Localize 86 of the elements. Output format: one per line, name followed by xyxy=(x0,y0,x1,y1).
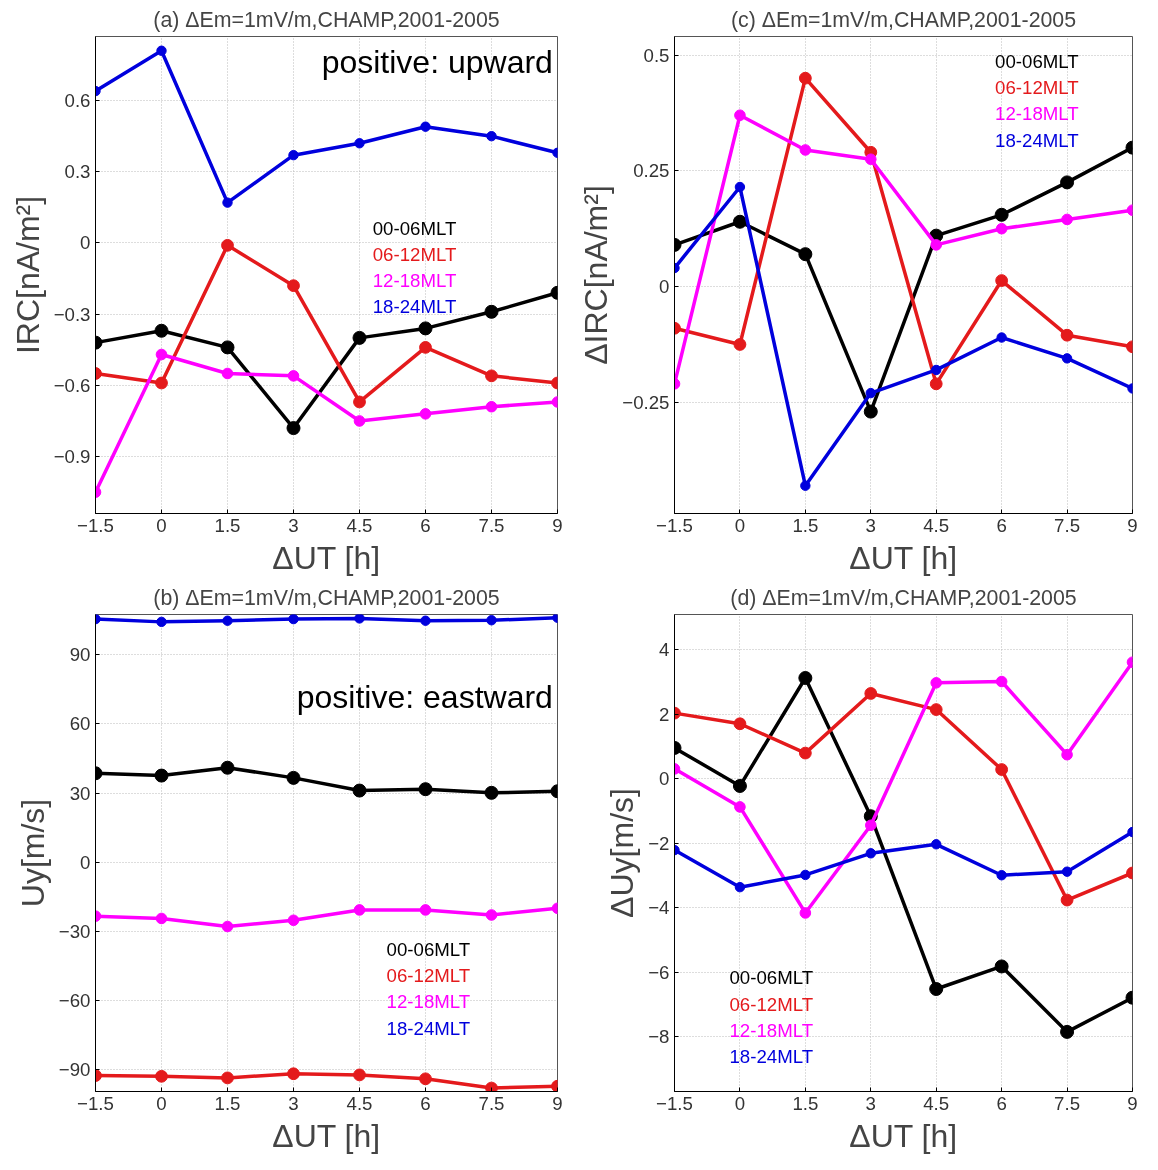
x-tick-label: 6 xyxy=(996,1092,1007,1114)
x-tick-label: −1.5 xyxy=(656,1092,693,1114)
annotation: positive: eastward xyxy=(296,678,553,715)
y-tick-label: −0.25 xyxy=(622,391,670,413)
text: 12-18MLT xyxy=(386,991,471,1013)
text: 06-12MLT xyxy=(995,77,1079,99)
x-tick-label: 0 xyxy=(734,1092,746,1114)
y-tick-label: −0.9 xyxy=(53,446,91,468)
x-tick-label: 1.5 xyxy=(214,514,241,536)
x-tick-label: 3 xyxy=(865,1092,876,1114)
x-tick-label: 6 xyxy=(996,514,1007,536)
y-tick-label: 0 xyxy=(659,768,670,790)
x-tick-label: 4.5 xyxy=(346,1092,373,1114)
x-tick-label: 6 xyxy=(420,514,431,536)
x-tick-label: 0 xyxy=(734,514,746,536)
x-axis-title: ΔUT [h] xyxy=(272,1117,381,1154)
y-tick-label: 2 xyxy=(659,703,670,725)
x-tick-label: 3 xyxy=(288,1092,299,1114)
y-tick-label: −6 xyxy=(648,961,670,983)
x-tick-label: 9 xyxy=(552,514,563,536)
y-tick-label: −0.3 xyxy=(53,303,91,325)
text: 00-06MLT xyxy=(995,50,1079,72)
y-tick-label: 0.25 xyxy=(633,160,670,182)
x-tick-label: 1.5 xyxy=(214,1092,241,1114)
x-tick-label: −1.5 xyxy=(77,514,114,536)
y-tick-label: 0.3 xyxy=(64,161,91,183)
y-tick-label: −2 xyxy=(648,832,670,854)
y-axis-title: ΔIRC[nA/m²] xyxy=(578,185,615,365)
text: 06-12MLT xyxy=(372,243,457,265)
text: 00-06MLT xyxy=(372,217,457,239)
text: 18-24MLT xyxy=(372,296,457,318)
x-tick-label: 6 xyxy=(420,1092,431,1114)
y-tick-label: 4 xyxy=(659,639,670,661)
x-tick-label: 9 xyxy=(552,1092,563,1114)
y-tick-label: 0 xyxy=(80,851,91,873)
text: 18-24MLT xyxy=(386,1017,471,1039)
y-axis-title: ΔUy[m/s] xyxy=(604,788,641,918)
text: 18-24MLT xyxy=(995,129,1079,151)
x-tick-label: 1.5 xyxy=(792,514,819,536)
chart-title: (c) ΔEm=1mV/m,CHAMP,2001-2005 xyxy=(730,7,1077,32)
x-tick-label: 7.5 xyxy=(1054,1092,1081,1114)
chart-title: (d) ΔEm=1mV/m,CHAMP,2001-2005 xyxy=(730,585,1077,610)
x-tick-label: 7.5 xyxy=(478,1092,505,1114)
y-tick-label: 0.5 xyxy=(643,44,670,66)
chart-title: (a) ΔEm=1mV/m,CHAMP,2001-2005 xyxy=(153,7,500,32)
text: 18-24MLT xyxy=(729,1046,814,1068)
y-tick-label: −4 xyxy=(648,897,670,919)
y-tick-label: 0.6 xyxy=(64,90,91,112)
x-tick-label: 0 xyxy=(156,1092,167,1114)
x-tick-label: 7.5 xyxy=(1054,514,1081,536)
x-tick-label: 3 xyxy=(865,514,876,536)
x-tick-label: 3 xyxy=(288,514,299,536)
x-tick-label: 9 xyxy=(1127,1092,1138,1114)
x-axis-title: ΔUT [h] xyxy=(849,1117,958,1154)
y-tick-label: 60 xyxy=(69,713,91,735)
text: 12-18MLT xyxy=(729,1019,814,1041)
text: 12-18MLT xyxy=(995,103,1079,125)
x-tick-label: 7.5 xyxy=(478,514,505,536)
x-tick-label: 4.5 xyxy=(923,1092,950,1114)
x-axis-title: ΔUT [h] xyxy=(272,539,381,576)
y-tick-label: 0 xyxy=(80,232,91,254)
y-tick-label: −8 xyxy=(648,1026,670,1048)
text: 06-12MLT xyxy=(729,993,814,1015)
x-tick-label: 9 xyxy=(1127,514,1138,536)
y-tick-label: 30 xyxy=(69,782,91,804)
x-tick-label: 0 xyxy=(156,514,167,536)
y-tick-label: 90 xyxy=(69,644,91,666)
annotation: positive: upward xyxy=(321,43,553,80)
text: 00-06MLT xyxy=(729,967,814,989)
x-tick-label: 4.5 xyxy=(346,514,373,536)
chart-title: (b) ΔEm=1mV/m,CHAMP,2001-2005 xyxy=(153,585,500,610)
x-axis-title: ΔUT [h] xyxy=(849,539,958,576)
text: 12-18MLT xyxy=(372,270,457,292)
y-tick-label: −60 xyxy=(58,989,91,1011)
y-tick-label: −90 xyxy=(58,1059,91,1081)
x-tick-label: −1.5 xyxy=(77,1092,114,1114)
x-tick-label: 1.5 xyxy=(792,1092,819,1114)
y-tick-label: 0 xyxy=(659,276,670,298)
y-tick-label: −0.6 xyxy=(53,374,91,396)
y-axis-title: IRC[nA/m²] xyxy=(9,195,46,355)
y-tick-label: −30 xyxy=(58,920,91,942)
text: 00-06MLT xyxy=(386,938,471,960)
x-tick-label: 4.5 xyxy=(923,514,950,536)
x-tick-label: −1.5 xyxy=(656,514,693,536)
text: 06-12MLT xyxy=(386,965,471,987)
y-axis-title: Uy[m/s] xyxy=(14,798,51,908)
